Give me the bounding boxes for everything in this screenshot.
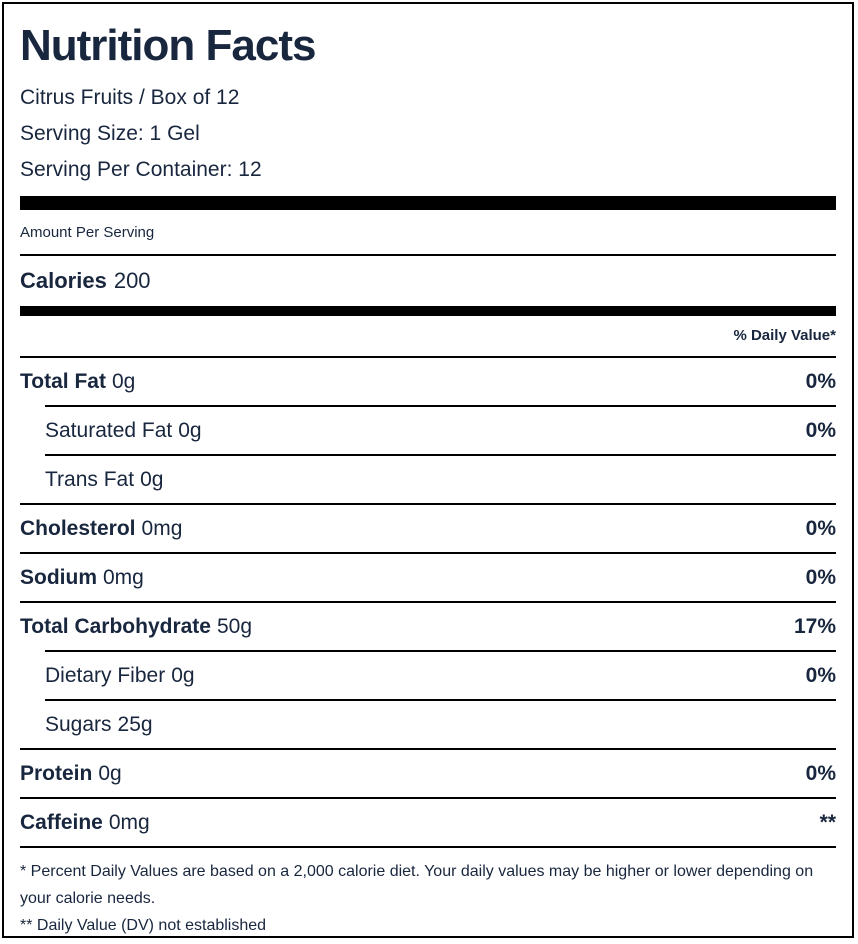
row-saturated-fat: Saturated Fat 0g 0%: [20, 407, 836, 454]
calories-label: Calories: [20, 268, 107, 293]
daily-value: 0%: [805, 370, 836, 393]
product-line: Citrus Fruits / Box of 12: [20, 86, 240, 109]
divider: [20, 846, 836, 848]
row-caffeine: Caffeine 0mg **: [20, 799, 836, 846]
nutrient-text: Caffeine 0mg: [20, 810, 150, 836]
row-dietary-fiber: Dietary Fiber 0g 0%: [20, 652, 836, 699]
row-sugars: Sugars 25g: [20, 701, 836, 748]
nutrient-name: Trans Fat: [45, 468, 135, 491]
nutrient-name: Caffeine: [20, 811, 103, 834]
divider: [45, 650, 836, 652]
nutrient-amount: 25g: [117, 713, 153, 736]
nutrient-text: Sugars 25g: [45, 712, 153, 738]
row-sodium: Sodium 0mg 0%: [20, 554, 836, 601]
amount-per-serving-label: Amount Per Serving: [20, 224, 155, 241]
daily-value-header: % Daily Value*: [733, 327, 836, 344]
divider: [20, 601, 836, 603]
nutrient-name: Total Carbohydrate: [20, 615, 211, 638]
nutrient-text: Dietary Fiber 0g: [45, 663, 195, 689]
nutrient-name: Dietary Fiber: [45, 664, 166, 687]
divider: [45, 699, 836, 701]
nutrient-name: Protein: [20, 762, 93, 785]
nutrient-text: Cholesterol 0mg: [20, 516, 182, 542]
nutrient-amount: 50g: [216, 615, 253, 638]
nutrient-name: Total Fat: [20, 370, 106, 393]
daily-value: 0%: [805, 664, 836, 687]
nutrient-text: Trans Fat 0g: [45, 467, 163, 493]
daily-value: 17%: [793, 615, 836, 638]
footnotes: * Percent Daily Values are based on a 2,…: [20, 848, 836, 936]
nutrient-amount: 0g: [171, 664, 195, 687]
nutrient-name: Sugars: [45, 713, 112, 736]
nutrition-facts-title: Nutrition Facts: [20, 21, 316, 70]
nutrient-amount: 0g: [140, 468, 164, 491]
daily-value: 0%: [805, 566, 836, 589]
row-trans-fat: Trans Fat 0g: [20, 456, 836, 503]
divider: [20, 356, 836, 358]
nutrient-text: Total Fat 0g: [20, 369, 135, 395]
nutrient-amount: 0g: [111, 370, 136, 393]
nutrient-text: Saturated Fat 0g: [45, 418, 202, 444]
serving-info: Citrus Fruits / Box of 12 Serving Size: …: [20, 80, 836, 188]
divider: [20, 748, 836, 750]
nutrient-name: Cholesterol: [20, 517, 136, 540]
nutrient-amount: 0g: [98, 762, 122, 785]
divider: [45, 454, 836, 456]
thick-separator-mid: [20, 306, 836, 316]
nutrient-amount: 0mg: [141, 517, 183, 540]
nutrient-name: Saturated Fat: [45, 419, 173, 442]
divider: [45, 405, 836, 407]
divider: [20, 797, 836, 799]
nutrient-amount: 0mg: [103, 566, 144, 589]
divider: [20, 552, 836, 554]
daily-value: 0%: [805, 762, 836, 785]
nutrient-text: Total Carbohydrate 50g: [20, 614, 252, 640]
nutrient-amount: 0mg: [108, 811, 150, 834]
serving-size-line: Serving Size: 1 Gel: [20, 122, 200, 145]
row-protein: Protein 0g 0%: [20, 750, 836, 797]
row-total-carbohydrate: Total Carbohydrate 50g 17%: [20, 603, 836, 650]
nutrient-amount: 0g: [178, 419, 202, 442]
row-cholesterol: Cholesterol 0mg 0%: [20, 505, 836, 552]
calories-row: Calories 200: [20, 256, 836, 306]
row-total-fat: Total Fat 0g 0%: [20, 358, 836, 405]
footnote-percent-daily-values: * Percent Daily Values are based on a 2,…: [20, 863, 814, 907]
daily-value: 0%: [805, 517, 836, 540]
nutrient-name: Sodium: [20, 566, 97, 589]
footnote-dv-not-established: ** Daily Value (DV) not established: [20, 917, 267, 934]
divider: [20, 503, 836, 505]
daily-value: **: [819, 811, 836, 834]
servings-per-container-line: Serving Per Container: 12: [20, 158, 262, 181]
nutrient-text: Protein 0g: [20, 761, 122, 787]
daily-value: 0%: [805, 419, 836, 442]
calories-value: 200: [113, 268, 151, 293]
nutrient-text: Sodium 0mg: [20, 565, 144, 591]
divider: [20, 254, 836, 256]
thick-separator-top: [20, 196, 836, 210]
